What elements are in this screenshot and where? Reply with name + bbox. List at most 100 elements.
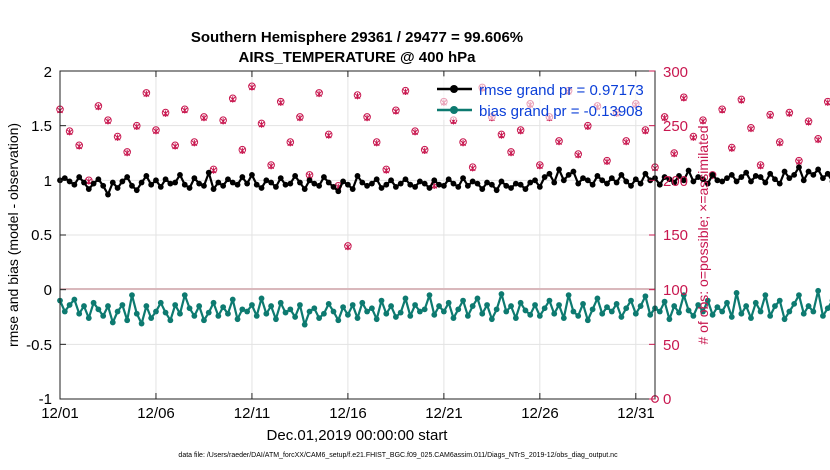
x-tick-label: 12/16 <box>329 405 367 422</box>
rmse-point <box>373 176 380 183</box>
obs-assimilated-point <box>181 107 188 114</box>
rmse-point <box>666 176 673 183</box>
bias-point <box>345 311 351 318</box>
bias-point <box>776 297 783 304</box>
bias-point <box>249 302 255 308</box>
obs-assimilated-point <box>210 167 217 174</box>
bias-point <box>368 305 375 312</box>
rmse-point <box>594 173 601 179</box>
chart-title: Southern Hemisphere 29361 / 29477 = 99.6… <box>191 29 523 46</box>
bias-point <box>273 316 279 323</box>
rmse-point <box>757 174 764 180</box>
bias-point <box>690 313 697 319</box>
rmse-point <box>311 180 318 187</box>
obs-assimilated-point <box>200 114 207 122</box>
bias-point <box>719 308 726 315</box>
rmse-point <box>661 174 668 180</box>
bias-point <box>191 313 198 319</box>
bias-point <box>364 308 370 315</box>
y2-tick-label: 100 <box>663 282 688 299</box>
bias-point <box>676 309 682 316</box>
rmse-point <box>392 183 399 190</box>
rmse-point <box>700 176 706 183</box>
bias-point <box>95 306 102 313</box>
bias-point <box>292 314 299 320</box>
obs-assimilated-point <box>575 151 582 159</box>
bias-point <box>311 305 318 312</box>
bias-point <box>201 317 207 324</box>
obs-assimilated-point <box>229 96 236 103</box>
rmse-point <box>354 173 361 179</box>
obs-assimilated-point <box>162 110 169 117</box>
bias-point <box>138 320 145 327</box>
bias-point <box>594 295 601 302</box>
bias-point <box>421 306 428 313</box>
rmse-point <box>345 181 351 188</box>
rmse-point <box>66 178 73 185</box>
bias-point <box>642 293 649 300</box>
obs-assimilated-point <box>344 243 351 251</box>
obs-assimilated-point <box>690 134 697 141</box>
bias-point <box>724 299 730 306</box>
rmse-point <box>431 177 438 184</box>
bias-point <box>100 313 107 319</box>
rmse-point <box>589 181 596 188</box>
obs-assimilated-point <box>517 127 524 135</box>
rmse-point <box>330 183 337 190</box>
bias-point <box>546 297 553 304</box>
rmse-point <box>172 179 179 186</box>
obs-assimilated-point <box>738 97 745 104</box>
rmse-point <box>186 185 193 191</box>
bias-point <box>551 310 558 317</box>
rmse-point <box>412 183 418 190</box>
bias-point <box>157 299 164 306</box>
bias-point <box>340 304 347 311</box>
rmse-point <box>416 178 423 185</box>
y2-axis-label: # of obs: o=possible; ×=assimilated <box>695 125 711 344</box>
rmse-point <box>512 180 519 187</box>
bias-point <box>66 302 73 308</box>
rmse-point <box>695 174 702 180</box>
bias-point <box>215 313 222 319</box>
bias-point <box>76 310 83 317</box>
obs-assimilated-point <box>815 136 822 144</box>
chart-subtitle: AIRS_TEMPERATURE @ 400 hPa <box>239 49 477 66</box>
bias-point <box>229 296 236 303</box>
rmse-point <box>220 182 227 189</box>
obs-assimilated-point <box>191 139 198 147</box>
bias-point <box>186 305 193 312</box>
obs-assimilated-point <box>584 123 591 130</box>
rmse-point <box>690 178 697 185</box>
rmse-point <box>508 185 514 191</box>
rmse-point <box>604 180 610 187</box>
bias-point <box>258 295 265 302</box>
rmse-point <box>546 170 553 177</box>
rmse-point <box>105 191 111 198</box>
obs-assimilated-point <box>498 132 505 139</box>
rmse-point <box>440 182 447 189</box>
rmse-point <box>148 181 155 188</box>
rmse-point <box>81 179 87 186</box>
bias-point <box>800 310 807 317</box>
obs-assimilated-point <box>133 123 140 130</box>
rmse-point <box>805 168 812 175</box>
bias-point <box>263 310 270 317</box>
bias-point <box>378 297 385 304</box>
legend-box <box>432 76 654 120</box>
rmse-point <box>464 182 471 189</box>
rmse-series <box>57 164 830 198</box>
obs-assimilated-point <box>258 121 265 128</box>
obs-assimilated-point <box>671 150 678 158</box>
bias-point <box>733 290 740 296</box>
rmse-point <box>109 179 116 186</box>
rmse-point <box>556 166 562 173</box>
rmse-point <box>680 177 687 184</box>
rmse-point <box>191 175 198 182</box>
rmse-point <box>205 169 212 176</box>
rmse-point <box>263 177 270 184</box>
bias-point <box>488 316 495 323</box>
bias-point <box>613 300 620 307</box>
bias-point <box>805 303 812 309</box>
bias-point <box>287 306 294 313</box>
